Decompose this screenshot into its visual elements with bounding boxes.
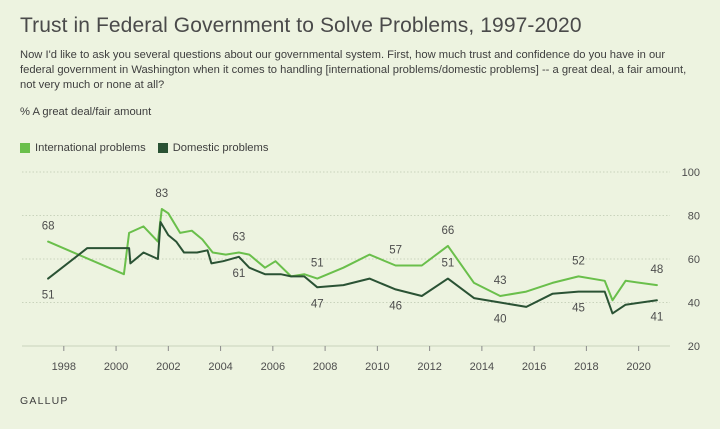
x-tick-label: 2018 [574, 361, 598, 373]
legend-label-domestic: Domestic problems [172, 142, 269, 154]
data-label-domestic: 40 [494, 314, 507, 326]
data-label-international: 83 [155, 188, 168, 200]
series-line-domestic [47, 221, 658, 315]
data-label-domestic: 61 [232, 268, 245, 280]
data-label-domestic: 45 [572, 303, 585, 315]
x-tick-label: 1998 [52, 361, 76, 373]
data-label-domestic: 46 [389, 300, 402, 312]
data-label-international: 43 [494, 275, 507, 287]
data-label-domestic: 41 [651, 311, 664, 323]
legend-item-domestic: Domestic problems [157, 142, 269, 154]
x-tick-label: 2020 [626, 361, 650, 373]
data-label-domestic: 47 [311, 298, 324, 310]
x-tick-label: 2006 [261, 361, 285, 373]
x-tick-label: 2010 [365, 361, 389, 373]
data-label-international: 57 [389, 245, 402, 257]
x-tick-label: 2000 [104, 361, 128, 373]
data-label-domestic: 51 [42, 290, 55, 302]
y-tick-label: 40 [688, 298, 700, 310]
chart-title: Trust in Federal Government to Solve Pro… [20, 14, 582, 37]
x-tick-label: 2016 [522, 361, 546, 373]
y-tick-label: 100 [682, 167, 700, 179]
data-label-international: 66 [442, 225, 455, 237]
measure-label: % A great deal/fair amount [20, 106, 152, 118]
data-label-international: 51 [311, 258, 324, 270]
y-tick-label: 20 [688, 341, 700, 353]
data-label-international: 48 [651, 264, 664, 276]
x-tick-label: 2004 [208, 361, 232, 373]
data-label-domestic: 51 [442, 258, 455, 270]
x-tick-label: 2002 [156, 361, 180, 373]
x-tick-label: 2008 [313, 361, 337, 373]
legend-label-international: International problems [35, 142, 146, 154]
data-label-international: 63 [232, 231, 245, 243]
x-tick-label: 2014 [470, 361, 494, 373]
legend-swatch-international [20, 143, 30, 153]
legend-swatch-domestic [157, 143, 168, 153]
legend-item-international: International problems [20, 142, 146, 154]
y-tick-label: 80 [688, 211, 700, 223]
data-label-international: 68 [42, 221, 55, 233]
legend: International problems Domestic problems [20, 142, 268, 154]
data-label-international: 52 [572, 255, 585, 267]
x-tick-label: 2012 [417, 361, 441, 373]
y-tick-label: 60 [688, 254, 700, 266]
question-text: Now I'd like to ask you several question… [20, 49, 687, 91]
source-label: GALLUP [20, 395, 69, 407]
